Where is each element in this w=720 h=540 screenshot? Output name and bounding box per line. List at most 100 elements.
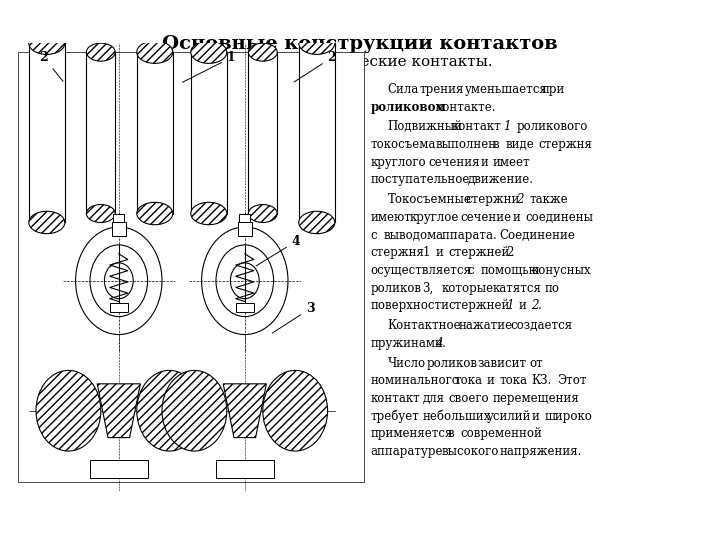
Ellipse shape [137, 202, 173, 225]
Text: также: также [529, 193, 568, 206]
Ellipse shape [248, 205, 277, 222]
Text: токосъема: токосъема [371, 138, 436, 151]
Circle shape [263, 370, 328, 451]
Text: 4: 4 [435, 337, 443, 350]
Bar [299, 43, 335, 222]
Bar [109, 303, 128, 312]
Text: осуществляется: осуществляется [371, 264, 472, 277]
Text: стержня: стержня [538, 138, 592, 151]
Text: 1: 1 [503, 120, 511, 133]
Text: круглого: круглого [371, 156, 426, 168]
Text: с: с [467, 264, 474, 277]
Text: Контактное: Контактное [388, 319, 462, 332]
Text: стержней: стержней [448, 299, 509, 312]
Text: выводом: выводом [384, 228, 437, 241]
Text: Число: Число [388, 356, 426, 369]
Bar [216, 460, 274, 478]
Bar [90, 460, 148, 478]
Text: круглое: круглое [410, 211, 459, 224]
Bar [137, 52, 173, 213]
Text: небольших: небольших [422, 410, 490, 423]
Text: которые: которые [441, 282, 494, 295]
Bar [191, 52, 227, 213]
Text: в: в [448, 427, 454, 441]
Ellipse shape [299, 211, 335, 234]
Text: широко: широко [544, 410, 593, 423]
Text: контакт: контакт [452, 120, 502, 133]
Text: своего: своего [448, 392, 489, 405]
Text: контакт: контакт [371, 392, 420, 405]
Text: усилий: усилий [487, 410, 531, 423]
Bar [236, 303, 254, 312]
Text: роликового: роликового [516, 120, 588, 133]
Text: сечение: сечение [461, 211, 512, 224]
Text: применяется: применяется [371, 427, 453, 441]
Bar [29, 43, 65, 222]
Text: стержня: стержня [371, 246, 425, 259]
Text: Основные конструкции контактов: Основные конструкции контактов [162, 35, 558, 53]
Text: от: от [529, 356, 543, 369]
Text: стержни: стержни [465, 193, 519, 206]
Ellipse shape [137, 41, 173, 63]
Text: выполнен: выполнен [435, 138, 496, 151]
Text: нажатие: нажатие [459, 319, 513, 332]
Polygon shape [223, 384, 266, 437]
Text: и: и [487, 374, 495, 387]
Circle shape [137, 370, 202, 451]
Circle shape [202, 227, 288, 335]
Text: 3: 3 [272, 302, 315, 333]
Text: 3,: 3, [422, 282, 433, 295]
Text: роликов: роликов [426, 356, 477, 369]
Ellipse shape [191, 41, 227, 63]
Text: КЗ.: КЗ. [531, 374, 552, 387]
Text: аппаратуре: аппаратуре [371, 445, 444, 458]
Text: 1: 1 [182, 51, 235, 82]
Text: уменьшается: уменьшается [465, 83, 548, 96]
Text: и: и [435, 246, 443, 259]
Text: имеет: имеет [493, 156, 531, 168]
Text: тока: тока [500, 374, 527, 387]
Text: 2: 2 [506, 246, 513, 259]
Text: 1: 1 [506, 299, 513, 312]
Circle shape [76, 227, 162, 335]
Text: роликов: роликов [371, 282, 422, 295]
Text: зависит: зависит [478, 356, 527, 369]
Bar [114, 213, 125, 222]
Text: пружинами: пружинами [371, 337, 444, 350]
Circle shape [104, 263, 133, 299]
Text: роликовом: роликовом [371, 100, 446, 113]
Text: тока: тока [454, 374, 482, 387]
Bar [238, 222, 252, 236]
Text: Соединение: Соединение [500, 228, 575, 241]
Text: 2: 2 [531, 299, 539, 312]
Text: 2: 2 [40, 51, 63, 82]
Text: 1: 1 [422, 246, 430, 259]
Text: с: с [371, 228, 377, 241]
Ellipse shape [299, 32, 335, 55]
Text: Токосъемные: Токосъемные [388, 193, 472, 206]
Bar [86, 52, 115, 213]
Circle shape [230, 263, 259, 299]
Text: виде: виде [506, 138, 534, 151]
Text: контакте.: контакте. [435, 100, 495, 113]
Ellipse shape [29, 211, 65, 234]
Ellipse shape [191, 202, 227, 225]
Circle shape [90, 245, 148, 316]
Text: для: для [422, 392, 444, 405]
Text: соединены: соединены [525, 211, 593, 224]
Ellipse shape [248, 43, 277, 61]
Text: по: по [544, 282, 559, 295]
Polygon shape [97, 384, 140, 437]
Text: современной: современной [461, 427, 543, 441]
Text: Сила: Сила [388, 83, 419, 96]
Text: аппарата.: аппарата. [435, 228, 497, 241]
Text: требует: требует [371, 410, 420, 423]
Text: 4: 4 [256, 235, 300, 266]
Circle shape [36, 370, 101, 451]
Bar [112, 222, 126, 236]
Circle shape [162, 370, 227, 451]
Text: поверхности: поверхности [371, 299, 450, 312]
Text: Подвижный: Подвижный [388, 120, 463, 133]
Text: перемещения: перемещения [493, 392, 580, 405]
Text: высокого: высокого [441, 445, 499, 458]
